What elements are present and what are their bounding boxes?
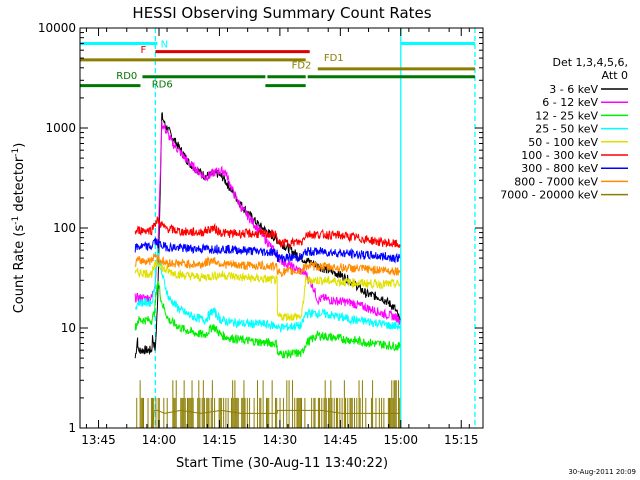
legend-label-8: 7000 - 20000 keV xyxy=(500,189,598,202)
state-label-fd2: FD2 xyxy=(292,61,312,72)
legend-label-5: 100 - 300 keV xyxy=(521,149,598,162)
legend-label-3: 25 - 50 keV xyxy=(535,123,598,136)
plot-frame xyxy=(79,27,484,429)
state-label-rd0: RD0 xyxy=(116,71,137,82)
legend-header-line2: Att 0 xyxy=(602,69,628,82)
chart-title: HESSI Observing Summary Count Rates xyxy=(132,4,431,22)
legend-label-7: 800 - 7000 keV xyxy=(514,175,598,188)
x-axis-label: Start Time (30-Aug-11 13:40:22) xyxy=(176,456,388,471)
y-tick-label-1: 10 xyxy=(61,321,76,335)
series-line-1 xyxy=(134,120,401,326)
legend-header-line1: Det 1,3,4,5,6, xyxy=(552,56,628,69)
y-tick-label-0: 1 xyxy=(68,421,76,435)
legend-label-1: 6 - 12 keV xyxy=(542,96,598,109)
x-tick-label-4: 14:45 xyxy=(323,433,358,447)
y-axis: 1 10 100 1000 10000 xyxy=(38,21,483,435)
y-tick-label-2: 100 xyxy=(53,221,76,235)
x-tick-label-6: 15:15 xyxy=(444,433,479,447)
x-tick-label-2: 14:15 xyxy=(202,433,237,447)
y-tick-label-3: 1000 xyxy=(45,121,76,135)
plot-area xyxy=(80,28,476,428)
y-tick-label-4: 10000 xyxy=(38,21,76,35)
state-label-f: F xyxy=(140,45,146,56)
series-line-2 xyxy=(134,280,401,359)
state-label-rd6: RD6 xyxy=(152,79,173,90)
legend-label-0: 3 - 6 keV xyxy=(549,83,598,96)
legend-label-2: 12 - 25 keV xyxy=(535,109,598,122)
footer-date: 30-Aug-2011 20:09 xyxy=(568,468,636,476)
series-line-5 xyxy=(134,216,401,249)
state-label-n: N xyxy=(161,39,168,50)
x-tick-label-1: 14:00 xyxy=(142,433,177,447)
series-line-3 xyxy=(134,247,401,334)
series-spikes-7000-20000 xyxy=(136,380,401,428)
x-tick-label-3: 14:30 xyxy=(263,433,298,447)
series-line-7 xyxy=(134,253,401,278)
legend-label-6: 300 - 800 keV xyxy=(521,162,598,175)
series-line-6 xyxy=(134,237,401,264)
x-axis: 13:45 14:00 14:15 14:30 14:45 15:00 15:15 xyxy=(81,28,479,447)
x-tick-label-5: 15:00 xyxy=(383,433,418,447)
series-line-4 xyxy=(134,259,401,322)
legend-label-4: 50 - 100 keV xyxy=(528,136,598,149)
y-axis-label: Count Rate (s-1 detector-1) xyxy=(11,143,27,314)
x-tick-label-0: 13:45 xyxy=(81,433,116,447)
state-label-fd1: FD1 xyxy=(324,53,344,64)
